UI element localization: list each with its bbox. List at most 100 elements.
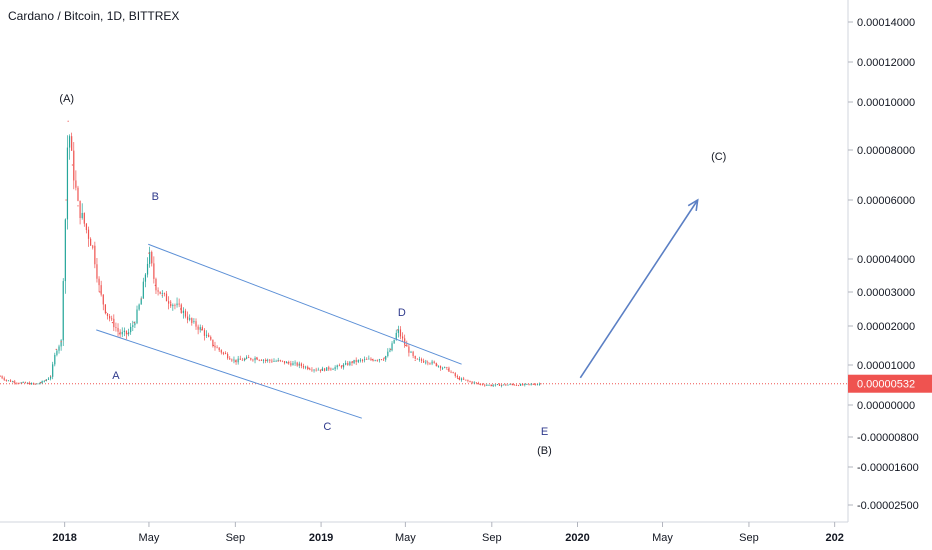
candle-body: [326, 367, 328, 371]
price-point: [127, 333, 129, 335]
candle-body: [243, 358, 246, 361]
wave-label[interactable]: C: [323, 421, 331, 433]
candle-body: [212, 339, 214, 346]
price-point: [5, 379, 7, 381]
candle-body: [151, 251, 153, 264]
candle-body: [180, 304, 182, 313]
candle-body: [283, 360, 286, 364]
y-tick-label: 0.00012000: [857, 57, 915, 69]
candle-body: [467, 380, 469, 382]
candle-body: [94, 245, 96, 265]
wave-label[interactable]: (C): [711, 151, 726, 163]
candle-body: [12, 381, 14, 383]
candle-body: [393, 339, 395, 344]
candle-body: [159, 291, 161, 294]
wave-label[interactable]: A: [112, 370, 120, 382]
candle-body: [176, 303, 178, 306]
candle-body: [127, 332, 130, 335]
candle-body: [231, 359, 233, 361]
candle-body: [172, 304, 174, 307]
candle-body: [52, 364, 54, 377]
candle-body: [359, 359, 362, 361]
y-tick-label: 0.00003000: [857, 287, 915, 299]
candle-body: [296, 362, 298, 366]
candle-body: [71, 136, 73, 151]
lower-trendline[interactable]: [96, 329, 362, 419]
price-point: [222, 352, 225, 354]
candle-body: [165, 293, 168, 302]
candle-body: [515, 385, 517, 386]
candle-body: [256, 357, 258, 360]
candle-body: [260, 360, 262, 361]
projection-arrow[interactable]: [579, 199, 699, 379]
candle-body: [334, 367, 336, 370]
price-point: [390, 348, 392, 350]
candle-body: [366, 359, 368, 360]
price-point: [342, 365, 344, 367]
candle-body: [479, 383, 482, 385]
candle-body: [58, 346, 60, 351]
wave-label[interactable]: (B): [537, 445, 552, 457]
candle-body: [189, 318, 191, 320]
price-point: [265, 359, 267, 361]
candle-body: [191, 318, 193, 323]
candle-body: [37, 383, 39, 385]
price-point: [491, 384, 493, 386]
candle-body: [106, 313, 109, 317]
price-point: [330, 367, 332, 369]
wave-label[interactable]: (A): [59, 93, 74, 105]
x-tick-label: May: [395, 532, 416, 544]
candle-body: [524, 383, 526, 386]
candle-body: [401, 336, 404, 339]
price-point: [49, 375, 52, 377]
price-point: [436, 364, 438, 366]
candle-body: [83, 212, 85, 224]
candle-body: [119, 331, 121, 335]
candle-body: [484, 384, 486, 386]
candle-body: [45, 379, 47, 381]
candle-body: [454, 373, 456, 377]
candle-body: [92, 245, 94, 247]
price-point: [21, 382, 23, 384]
candle-body: [357, 359, 359, 363]
candle-body: [199, 327, 201, 330]
wave-label[interactable]: B: [152, 191, 159, 203]
candle-body: [391, 343, 393, 351]
candle-body: [328, 367, 330, 370]
price-point: [212, 344, 215, 347]
price-point: [161, 294, 163, 296]
candle-body: [395, 332, 397, 340]
candle-body: [442, 367, 444, 369]
price-point: [469, 381, 471, 383]
y-tick-label: 0.00001000: [857, 360, 915, 372]
candle-body: [168, 301, 170, 304]
price-point: [287, 362, 289, 364]
candle-body: [505, 384, 507, 386]
candle-body: [140, 298, 142, 305]
wave-label[interactable]: E: [541, 426, 548, 438]
wave-label[interactable]: D: [398, 307, 406, 319]
candle-body: [195, 321, 197, 327]
price-point: [34, 383, 36, 385]
candle-body: [536, 384, 539, 386]
candle-body: [111, 318, 113, 320]
upper-trendline[interactable]: [148, 243, 462, 365]
candle-body: [313, 369, 315, 371]
candle-body: [149, 251, 151, 264]
candle-body: [144, 274, 147, 282]
candle-body: [20, 382, 22, 384]
candle-body: [460, 378, 463, 380]
candle-body: [7, 380, 10, 382]
price-point: [201, 329, 203, 331]
candle-body: [75, 180, 77, 188]
candle-body: [475, 382, 477, 384]
price-point: [133, 322, 135, 324]
candle-body: [399, 329, 402, 337]
candle-body: [511, 384, 513, 386]
price-point: [85, 228, 88, 231]
candle-body: [134, 323, 136, 326]
candle-body: [262, 360, 265, 361]
candle-body: [241, 359, 243, 361]
price-point: [522, 384, 524, 386]
